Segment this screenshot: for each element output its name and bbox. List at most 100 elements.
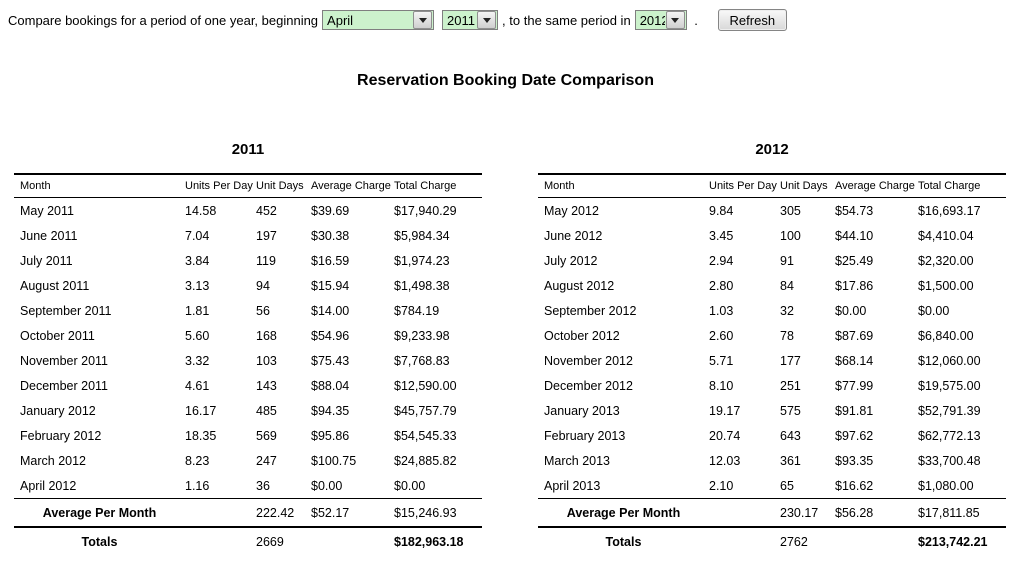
- value-cell: $14.00: [311, 303, 350, 318]
- table-row: December 2011 4.61 143 $88.04 $12,590.00: [14, 373, 482, 398]
- value-cell: 2.80: [709, 278, 734, 293]
- value-cell: $77.99: [835, 378, 874, 393]
- month-cell: May 2011: [20, 203, 74, 218]
- header-row: Month Units Per Day Unit Days Average Charg…: [538, 173, 1006, 198]
- value-cell: $15,246.93: [394, 498, 482, 527]
- column-header: Units Per Day: [709, 173, 780, 198]
- table-row: July 2011 3.84 119 $16.59 $1,974.23: [14, 248, 482, 273]
- value-cell: $6,840.00: [918, 328, 974, 343]
- month-cell: July 2012: [544, 253, 598, 268]
- value-cell: $182,963.18: [394, 526, 482, 555]
- value-cell: 100: [780, 228, 801, 243]
- table-year-heading: 2011: [231, 141, 265, 158]
- value-cell: $1,500.00: [918, 278, 974, 293]
- column-header: Unit Days: [780, 173, 835, 198]
- value-cell: $24,885.82: [394, 453, 457, 468]
- month-cell: February 2013: [544, 428, 626, 443]
- value-cell: $0.00: [394, 478, 426, 493]
- chevron-down-icon[interactable]: [665, 11, 685, 29]
- value-cell: 3.84: [185, 253, 210, 268]
- value-cell: 168: [256, 328, 277, 343]
- end-year-value: 2012: [639, 12, 665, 28]
- begin-month-select[interactable]: April: [322, 10, 435, 30]
- chevron-down-icon[interactable]: [477, 11, 497, 29]
- value-cell: [185, 498, 256, 527]
- value-cell: 8.23: [185, 453, 210, 468]
- table-row: September 2012 1.03 32 $0.00 $0.00: [538, 298, 1006, 323]
- value-cell: 247: [256, 453, 277, 468]
- value-cell: 251: [780, 378, 801, 393]
- begin-year-select[interactable]: 2011: [442, 10, 499, 30]
- value-cell: 177: [780, 353, 801, 368]
- table-row: October 2012 2.60 78 $87.69 $6,840.00: [538, 323, 1006, 348]
- comparison-tables: 2011 Month Units Per Day Unit Days Average …: [14, 140, 1006, 555]
- value-cell: $54,545.33: [394, 428, 457, 443]
- chevron-down-icon[interactable]: [413, 11, 433, 29]
- month-cell: June 2011: [20, 228, 78, 243]
- value-cell: $68.14: [835, 353, 874, 368]
- value-cell: 20.74: [709, 428, 741, 443]
- value-cell: $39.69: [311, 203, 350, 218]
- value-cell: $87.69: [835, 328, 874, 343]
- value-cell: 575: [780, 403, 801, 418]
- value-cell: 14.58: [185, 203, 217, 218]
- value-cell: $30.38: [311, 228, 350, 243]
- value-cell: $91.81: [835, 403, 874, 418]
- value-cell: $17.86: [835, 278, 874, 293]
- value-cell: 5.71: [709, 353, 734, 368]
- table-row: March 2013 12.03 361 $93.35 $33,700.48: [538, 448, 1006, 473]
- value-cell: 12.03: [709, 453, 741, 468]
- header-row: Month Units Per Day Unit Days Average Charg…: [14, 173, 482, 198]
- table-row: January 2012 16.17 485 $94.35 $45,757.79: [14, 398, 482, 423]
- table-row: August 2012 2.80 84 $17.86 $1,500.00: [538, 273, 1006, 298]
- value-cell: $12,590.00: [394, 378, 457, 393]
- month-cell: August 2011: [20, 278, 90, 293]
- value-cell: 91: [780, 253, 794, 268]
- value-cell: 119: [256, 253, 276, 268]
- column-header: Average Charge: [835, 173, 918, 198]
- value-cell: $213,742.21: [918, 526, 1006, 555]
- value-cell: [185, 526, 256, 555]
- month-cell: January 2013: [544, 403, 620, 418]
- value-cell: $97.62: [835, 428, 874, 443]
- value-cell: 143: [256, 378, 277, 393]
- value-cell: 1.81: [185, 303, 210, 318]
- month-cell: February 2012: [20, 428, 102, 443]
- value-cell: 230.17: [780, 498, 835, 527]
- value-cell: [835, 526, 918, 555]
- value-cell: 1.16: [185, 478, 210, 493]
- column-header: Month: [538, 173, 709, 198]
- begin-month-value: April: [327, 12, 354, 28]
- table-row: November 2012 5.71 177 $68.14 $12,060.00: [538, 348, 1006, 373]
- average-per-month-row: Average Per Month 222.42 $52.17 $15,246.93: [14, 498, 482, 527]
- month-cell: September 2011: [20, 303, 112, 318]
- refresh-button[interactable]: Refresh: [717, 9, 788, 31]
- value-cell: 2762: [780, 526, 835, 555]
- table-container-left: 2011 Month Units Per Day Unit Days Average …: [14, 140, 482, 555]
- value-cell: $44.10: [835, 228, 874, 243]
- end-year-select[interactable]: 2012: [634, 10, 687, 30]
- value-cell: $54.96: [311, 328, 350, 343]
- value-cell: $0.00: [835, 303, 867, 318]
- table-row: November 2011 3.32 103 $75.43 $7,768.83: [14, 348, 482, 373]
- table-row: September 2011 1.81 56 $14.00 $784.19: [14, 298, 482, 323]
- value-cell: 8.10: [709, 378, 734, 393]
- table-row: April 2012 1.16 36 $0.00 $0.00: [14, 473, 482, 499]
- controls-suffix-text: .: [690, 12, 702, 28]
- value-cell: 103: [256, 353, 277, 368]
- average-label: Average Per Month: [538, 498, 709, 527]
- month-cell: March 2013: [544, 453, 611, 468]
- value-cell: $52.17: [311, 498, 394, 527]
- value-cell: $54.73: [835, 203, 874, 218]
- value-cell: $16,693.17: [918, 203, 981, 218]
- value-cell: 361: [780, 453, 801, 468]
- value-cell: $1,080.00: [918, 478, 974, 493]
- value-cell: 36: [256, 478, 270, 493]
- month-cell: April 2013: [544, 478, 601, 493]
- table-row: December 2012 8.10 251 $77.99 $19,575.00: [538, 373, 1006, 398]
- month-cell: April 2012: [20, 478, 77, 493]
- value-cell: [709, 526, 780, 555]
- column-header: Month: [14, 173, 185, 198]
- table-row: July 2012 2.94 91 $25.49 $2,320.00: [538, 248, 1006, 273]
- value-cell: 3.32: [185, 353, 210, 368]
